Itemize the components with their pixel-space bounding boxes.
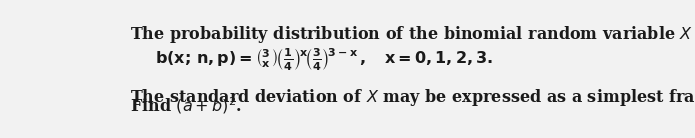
- Text: The standard deviation of $\it{X}$ may be expressed as a simplest fraction equal: The standard deviation of $\it{X}$ may b…: [130, 88, 695, 112]
- Text: Find $(\it{a}+\it{b})^2$.: Find $(\it{a}+\it{b})^2$.: [130, 96, 242, 116]
- Text: $\mathbf{b(x;\,n,p) = \binom{3}{x}\!\left(\frac{1}{4}\right)^{\!x}\!\left(\frac{: $\mathbf{b(x;\,n,p) = \binom{3}{x}\!\lef…: [155, 46, 493, 72]
- Text: The probability distribution of the binomial random variable $\it{X}$ is: The probability distribution of the bino…: [130, 24, 695, 45]
